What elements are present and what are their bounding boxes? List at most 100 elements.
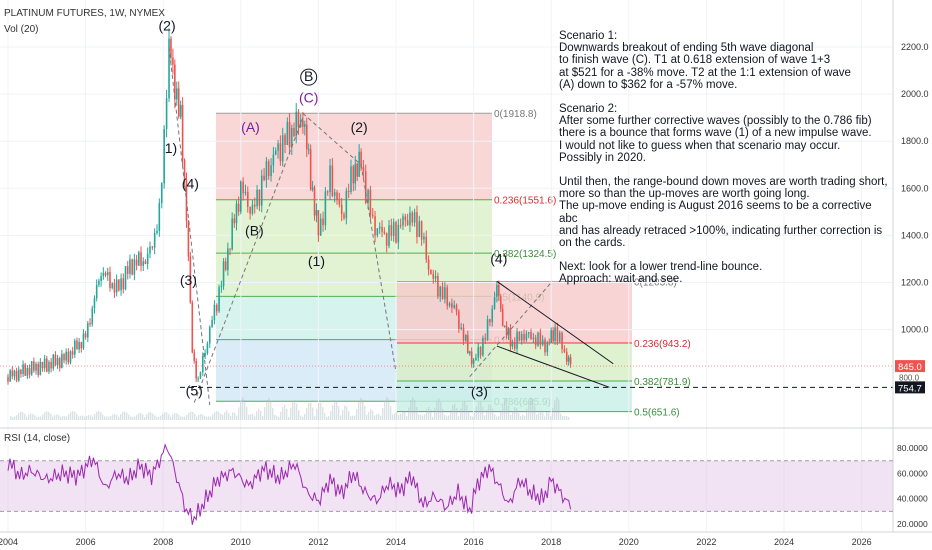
candle-body — [58, 358, 61, 368]
volume-bar — [136, 414, 138, 420]
volume-bar — [36, 416, 38, 420]
volume-indicator-label: Vol (20) — [4, 24, 39, 35]
candle-body — [187, 221, 190, 257]
candle-body — [367, 189, 369, 203]
candle-body — [172, 57, 174, 65]
candle-body — [561, 332, 563, 350]
volume-bar — [550, 416, 552, 420]
volume-bar — [170, 416, 172, 420]
volume-bar — [406, 416, 408, 420]
volume-bar — [354, 415, 356, 420]
volume-bar — [470, 416, 472, 420]
candle-body — [416, 212, 418, 238]
volume-bar — [74, 411, 76, 420]
scenario-2-note: Scenario 2: After some further correctiv… — [559, 103, 872, 164]
volume-bar — [508, 405, 510, 420]
volume-bar — [342, 410, 344, 420]
volume-bar — [250, 414, 252, 420]
volume-bar — [224, 412, 226, 420]
volume-bar — [488, 404, 490, 420]
candle-body — [336, 192, 338, 200]
volume-bar — [450, 410, 452, 420]
volume-bar — [86, 415, 88, 420]
volume-bar — [388, 399, 390, 420]
volume-bar — [428, 406, 430, 420]
time-axis[interactable]: 2004 2006 2008 2010 2012 2014 2016 2018 2020 2022… — [0, 531, 932, 547]
candle-body — [364, 171, 367, 203]
volume-bar — [562, 416, 564, 420]
last-price-badge: 845.0 — [898, 362, 922, 373]
candle-body — [439, 286, 442, 297]
candle-body — [427, 259, 430, 270]
volume-bar — [564, 416, 566, 420]
candle-body — [513, 341, 516, 349]
candle-body — [532, 337, 535, 339]
volume-bar — [376, 414, 378, 420]
volume-bar — [22, 412, 24, 420]
volume-bar — [130, 416, 132, 420]
candle-body — [84, 333, 87, 338]
candle-body — [350, 166, 352, 193]
volume-bar — [304, 413, 306, 420]
rsi-pane[interactable]: 20.0000 40.0000 60.0000 80.0000 — [0, 427, 932, 529]
candle-body — [109, 271, 111, 288]
wave-dash-line — [193, 117, 304, 403]
candle-body — [286, 121, 289, 145]
candle-body — [78, 342, 80, 350]
candle-body — [263, 175, 265, 180]
price-tick-label: 1000.0 — [901, 325, 929, 335]
candle-body — [218, 287, 220, 312]
candle-body — [118, 279, 120, 291]
candle-body — [100, 276, 102, 281]
volume-bar — [256, 411, 258, 420]
candle-body — [288, 121, 291, 148]
candle-body — [446, 287, 449, 306]
volume-bar — [424, 414, 426, 420]
wave-label: (3) — [471, 384, 488, 400]
volume-bar — [350, 416, 352, 420]
candle-body — [360, 151, 362, 168]
scenario-1-note: Scenario 1: Downwards breakout of ending… — [559, 30, 851, 91]
volume-bar — [80, 415, 82, 420]
wave-label: (3) — [180, 272, 197, 288]
candle-body — [458, 311, 460, 329]
volume-bar — [218, 411, 220, 420]
volume-bar — [296, 403, 298, 420]
candle-body — [397, 224, 400, 243]
volume-bar — [26, 416, 28, 420]
candle-body — [311, 187, 314, 190]
volume-bar — [144, 416, 146, 420]
analysis-notes: Scenario 1: Downwards breakout of ending… — [559, 30, 889, 298]
volume-bar — [232, 412, 234, 420]
candle-body — [215, 304, 218, 312]
candle-body — [52, 354, 55, 369]
candle-body — [290, 127, 293, 148]
price-axis[interactable]: 1000.0 1200.0 1400.0 1600.0 1800.0 2000.0 2200… — [892, 0, 932, 532]
volume-bar — [302, 416, 304, 420]
price-tick-label: 2200.0 — [901, 42, 929, 52]
wave-label: (A) — [241, 119, 260, 135]
candle-body — [460, 327, 462, 329]
price-tick-label: 1600.0 — [901, 183, 929, 193]
volume-bar — [138, 413, 140, 420]
volume-bar — [444, 415, 446, 420]
candle-body — [138, 252, 140, 266]
candle-body — [434, 275, 437, 279]
candle-body — [444, 287, 446, 299]
volume-bar — [398, 415, 400, 420]
candle-body — [385, 233, 388, 246]
volume-bar — [472, 416, 474, 420]
time-tick-label: 2020 — [619, 537, 639, 547]
candle-body — [453, 305, 455, 308]
volume-bar — [200, 414, 202, 420]
candle-body — [423, 236, 425, 240]
volume-bar — [186, 414, 188, 420]
candle-body — [322, 218, 324, 226]
volume-bar — [180, 416, 182, 420]
lower-trend-line — [496, 345, 610, 388]
volume-bar — [104, 416, 106, 420]
candle-body — [165, 98, 168, 129]
volume-bar — [240, 400, 242, 420]
volume-bar — [314, 416, 316, 420]
